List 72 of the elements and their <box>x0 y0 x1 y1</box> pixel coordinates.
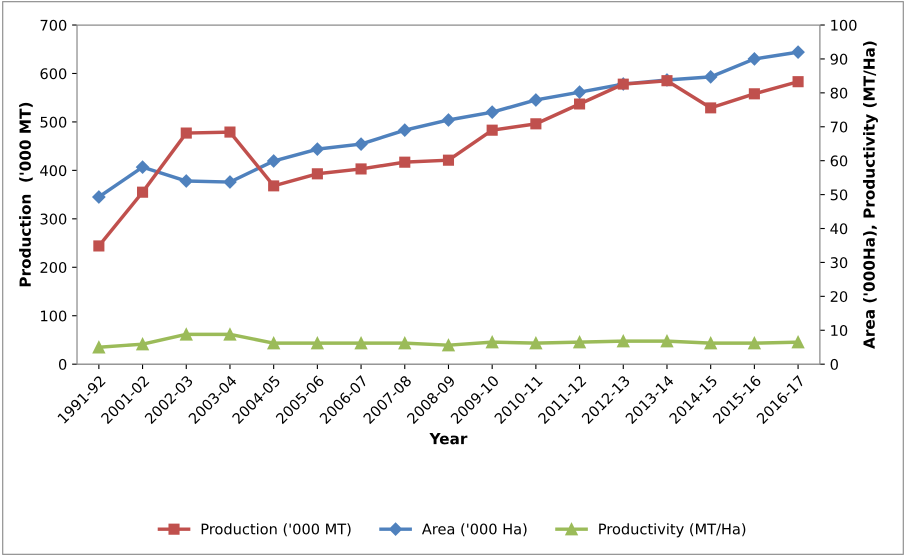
point <box>660 334 674 348</box>
y-tick-label: 500 <box>40 116 66 128</box>
y2-tick-label: 50 <box>830 189 848 200</box>
y2-tick-label: 30 <box>830 257 848 268</box>
point <box>180 174 193 188</box>
point <box>572 86 586 99</box>
point <box>137 186 148 198</box>
y-axis-title: Production ('000 MT) <box>19 102 33 286</box>
point <box>442 113 456 127</box>
y-tick-label: 300 <box>40 214 66 225</box>
y2-tick-label: 10 <box>831 324 848 336</box>
y-tick-label: 400 <box>40 165 66 176</box>
point <box>268 180 280 192</box>
point <box>530 118 542 130</box>
y2-tick-label: 60 <box>830 155 848 166</box>
point <box>573 336 586 348</box>
point <box>792 336 804 348</box>
legend-label: Production ('000 MT) <box>202 523 351 536</box>
y2-tick-label: 100 <box>831 20 857 31</box>
y2-tick-label: 90 <box>830 54 848 65</box>
point <box>354 137 368 151</box>
point <box>223 175 237 189</box>
point <box>92 340 106 354</box>
y2-tick-label: 20 <box>830 291 848 302</box>
y2-tick-label: 80 <box>830 88 848 99</box>
point <box>180 128 192 139</box>
point <box>92 190 106 204</box>
point <box>704 336 717 350</box>
y-tick-label: 0 <box>58 358 66 370</box>
point <box>704 70 718 84</box>
point <box>224 328 236 341</box>
point <box>267 336 280 350</box>
x-axis-title: Year <box>429 432 468 444</box>
point <box>791 46 805 59</box>
point <box>486 124 498 136</box>
y2-tick-label: 0 <box>830 358 838 370</box>
point <box>705 102 716 114</box>
point <box>354 336 368 350</box>
y2-tick-label: 70 <box>830 121 848 133</box>
point <box>748 336 761 350</box>
point <box>792 76 804 88</box>
point <box>398 124 412 137</box>
point <box>748 52 761 66</box>
point <box>312 168 323 180</box>
point <box>136 338 149 350</box>
y2-axis-title: Area ('000Ha), Productivity (MT/Ha) <box>863 42 878 349</box>
point <box>356 163 367 174</box>
point <box>486 106 499 119</box>
point <box>93 240 104 252</box>
legend-label: Productivity (MT/Ha) <box>599 523 746 538</box>
y-tick-label: 700 <box>40 20 66 31</box>
point <box>442 338 455 352</box>
y-tick-label: 100 <box>41 310 66 322</box>
point <box>617 334 630 348</box>
y-tick-label: 600 <box>40 68 66 80</box>
legend-label: Area ('000 Ha) <box>422 523 527 536</box>
point <box>529 93 542 107</box>
point <box>748 88 760 100</box>
point <box>574 98 586 110</box>
y2-tick-label: 40 <box>830 223 848 234</box>
y-tick-label: 200 <box>40 262 66 274</box>
point <box>310 142 324 156</box>
point <box>267 154 280 168</box>
point <box>530 336 542 350</box>
point <box>442 154 454 166</box>
point <box>398 336 412 350</box>
point <box>399 156 410 168</box>
point <box>180 328 193 341</box>
point <box>224 126 236 138</box>
point <box>486 336 498 348</box>
point <box>311 336 324 350</box>
point <box>136 160 150 174</box>
